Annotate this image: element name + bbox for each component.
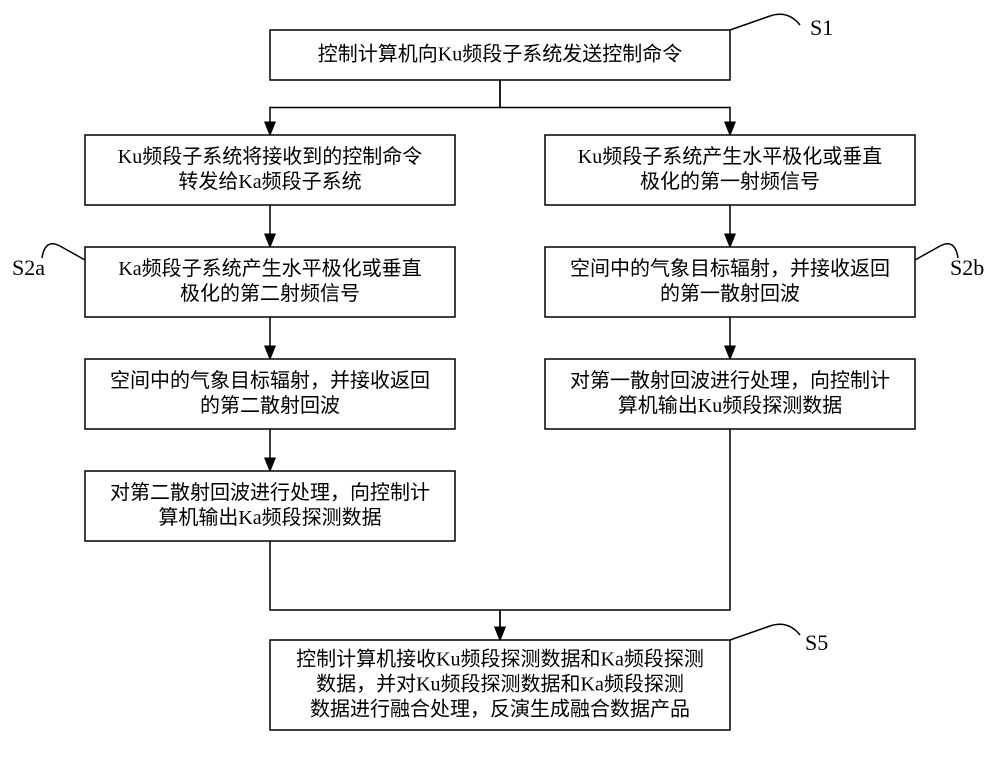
node-text: Ku频段子系统产生水平极化或垂直 [578,145,882,168]
node-text: 空间中的气象目标辐射，并接收返回 [110,369,430,392]
node-text: Ka频段子系统产生水平极化或垂直 [118,257,421,280]
node-text: 空间中的气象目标辐射，并接收返回 [570,257,890,280]
node-text: 极化的第一射频信号 [640,170,820,193]
node-text: 对第二散射回波进行处理，向控制计 [110,481,430,504]
node-r3: 对第一散射回波进行处理，向控制计算机输出Ku频段探测数据 [545,359,915,429]
callouts-layer: S1 S2a S2b S5 [12,14,984,655]
node-text: Ku频段子系统将接收到的控制命令 [118,145,422,168]
callout-label: S5 [805,630,828,655]
node-r2: 空间中的气象目标辐射，并接收返回的第一散射回波 [545,247,915,317]
edge-l4-s5 [270,541,500,640]
node-text: 的第二散射回波 [200,394,340,417]
callout-label: S2b [950,255,984,280]
edge-s1-l1 [270,80,500,135]
node-text: 算机输出Ka频段探测数据 [158,506,381,529]
node-l4: 对第二散射回波进行处理，向控制计算机输出Ka频段探测数据 [85,471,455,541]
node-l3: 空间中的气象目标辐射，并接收返回的第二散射回波 [85,359,455,429]
callout-cs2a: S2a [12,244,85,280]
node-s5: 控制计算机接收Ku频段探测数据和Ka频段探测数据，并对Ku频段探测数据和Ka频段… [270,640,730,730]
node-text: 极化的第二射频信号 [180,282,360,305]
node-l1: Ku频段子系统将接收到的控制命令转发给Ka频段子系统 [85,135,455,205]
node-text: 数据，并对Ku频段探测数据和Ka频段探测 [316,673,684,696]
node-text: 控制计算机向Ku频段子系统发送控制命令 [318,43,682,66]
node-text: 控制计算机接收Ku频段探测数据和Ka频段探测 [296,648,704,671]
node-text: 转发给Ka频段子系统 [178,170,361,193]
node-text: 的第一散射回波 [660,282,800,305]
callout-label: S2a [12,255,45,280]
callout-cs5: S5 [730,624,828,655]
node-text: 数据进行融合处理，反演生成融合数据产品 [310,698,690,721]
callout-label: S1 [810,15,833,40]
callout-cs2b: S2b [915,244,984,280]
edge-r3-s5 [500,429,730,640]
edge-s1-r1 [500,80,730,135]
node-l2: Ka频段子系统产生水平极化或垂直极化的第二射频信号 [85,247,455,317]
flowchart-canvas: 控制计算机向Ku频段子系统发送控制命令 Ku频段子系统将接收到的控制命令转发给Ka… [0,0,1000,768]
node-s1: 控制计算机向Ku频段子系统发送控制命令 [270,30,730,80]
node-r1: Ku频段子系统产生水平极化或垂直极化的第一射频信号 [545,135,915,205]
callout-cs1: S1 [730,14,833,40]
node-text: 对第一散射回波进行处理，向控制计 [570,369,890,392]
node-text: 算机输出Ku频段探测数据 [618,394,842,417]
